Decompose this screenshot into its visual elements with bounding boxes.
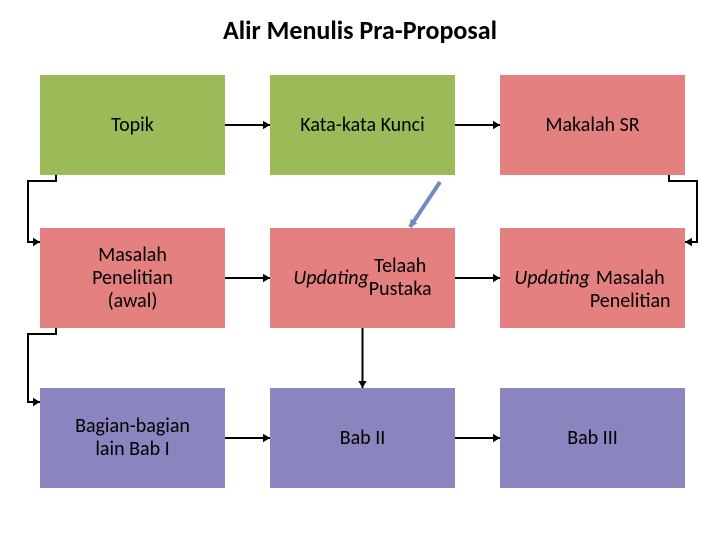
arrow-bab2-bab3 — [455, 434, 500, 442]
node-masalah: MasalahPenelitian(awal) — [40, 228, 225, 328]
page-title: Alir Menulis Pra-Proposal — [0, 14, 720, 46]
node-kata: Kata-kata Kunci — [270, 75, 455, 175]
arrow-masalah-updtel — [225, 274, 270, 282]
node-makalah: Makalah SR — [500, 75, 685, 175]
arrow-kata-updtel — [410, 182, 440, 227]
node-topik: Topik — [40, 75, 225, 175]
node-bab2: Bab II — [270, 388, 455, 488]
arrow-topik-kata — [225, 121, 270, 129]
node-updtel: Updating TelaahPustaka — [270, 228, 455, 328]
node-updmas: UpdatingMasalahPenelitian — [500, 228, 685, 328]
arrow-kata-makalah — [455, 121, 500, 129]
node-bagian: Bagian-bagianlain Bab I — [40, 388, 225, 488]
arrow-updtel-updmas — [455, 274, 500, 282]
node-bab3: Bab III — [500, 388, 685, 488]
arrow-updtel-bab2 — [358, 328, 366, 388]
arrow-bagian-bab2 — [225, 434, 270, 442]
